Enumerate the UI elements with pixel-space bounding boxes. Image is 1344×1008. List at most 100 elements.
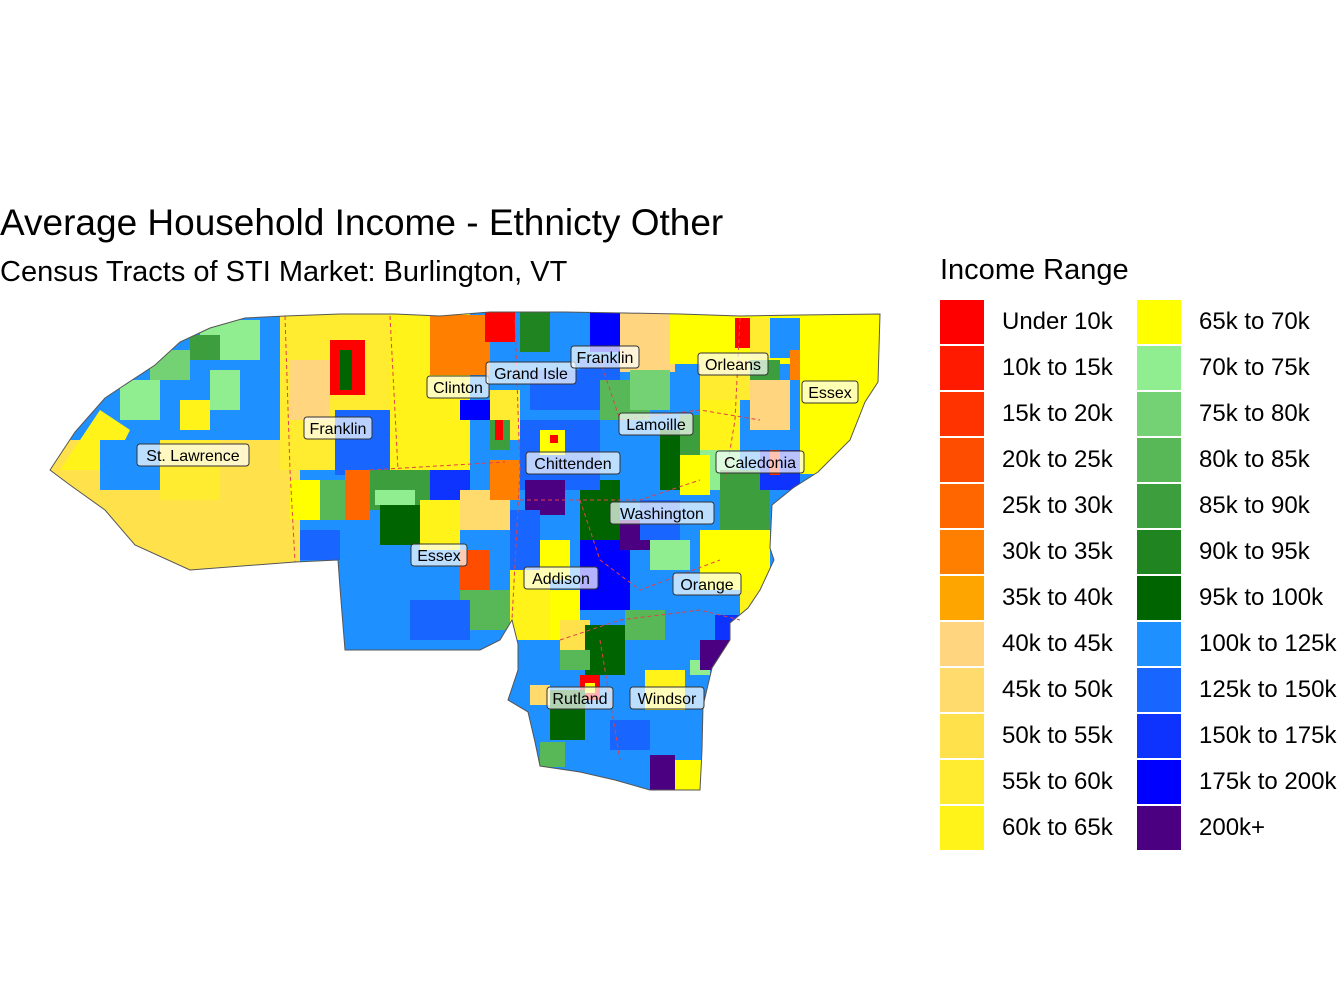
county-label: Lamoille (618, 412, 694, 436)
legend-label: 40k to 45k (1002, 630, 1113, 657)
legend-swatch (1137, 484, 1181, 528)
legend-swatch (940, 622, 984, 666)
legend-swatch (940, 392, 984, 436)
legend-item: 15k to 20k (940, 392, 1140, 438)
legend-label: 10k to 15k (1002, 354, 1113, 381)
county-label: Caledonia (715, 450, 805, 474)
legend-label: 200k+ (1199, 814, 1266, 841)
legend-label: 80k to 85k (1199, 446, 1310, 473)
legend-item: 35k to 40k (940, 576, 1140, 622)
legend-label: 90k to 95k (1199, 538, 1310, 565)
legend-swatch (940, 806, 984, 850)
county-label: Essex (801, 380, 859, 404)
county-label: Franklin (303, 416, 373, 440)
legend-label: 45k to 50k (1002, 676, 1113, 703)
legend-item: 70k to 75k (1137, 346, 1337, 392)
county-label-windsor: Windsor (638, 691, 697, 708)
legend-item: 150k to 175k (1137, 714, 1337, 760)
legend-swatch (1137, 760, 1181, 804)
legend-item: 90k to 95k (1137, 530, 1337, 576)
legend-item: 95k to 100k (1137, 576, 1337, 622)
legend-swatch (940, 714, 984, 758)
county-label-addison: Addison (532, 571, 590, 588)
legend-title: Income Range (940, 254, 1129, 286)
county-label-clinton: Clinton (433, 380, 483, 397)
legend-swatch (940, 576, 984, 620)
county-label-caledonia: Caledonia (724, 455, 796, 472)
county-label: St. Lawrence (136, 443, 250, 467)
legend-label: 30k to 35k (1002, 538, 1113, 565)
legend-label: 35k to 40k (1002, 584, 1113, 611)
legend-label: 75k to 80k (1199, 400, 1310, 427)
county-label: Grand Isle (485, 361, 577, 385)
legend-label: 175k to 200k (1199, 768, 1337, 795)
legend-label: 15k to 20k (1002, 400, 1113, 427)
legend-swatch (940, 760, 984, 804)
county-label: Addison (523, 566, 599, 590)
legend-item: 40k to 45k (940, 622, 1140, 668)
legend-swatch (1137, 806, 1181, 850)
legend-label: 60k to 65k (1002, 814, 1113, 841)
census-tract-map: St. Lawrence Franklin Clinton Grand Isle… (49, 311, 881, 791)
legend-swatch (1137, 576, 1181, 620)
legend-swatch (1137, 392, 1181, 436)
legend-item: 45k to 50k (940, 668, 1140, 714)
market-outline (49, 311, 881, 791)
county-label-essex-ny: Essex (417, 548, 461, 565)
legend-swatch (940, 346, 984, 390)
legend-item: 60k to 65k (940, 806, 1140, 852)
county-label: Clinton (426, 375, 490, 399)
legend-item: 30k to 35k (940, 530, 1140, 576)
legend-swatch (1137, 438, 1181, 482)
legend-label: 65k to 70k (1199, 308, 1310, 335)
county-labels: St. Lawrence Franklin Clinton Grand Isle… (136, 345, 859, 710)
county-label-st-lawrence: St. Lawrence (146, 448, 239, 465)
county-label: Washington (609, 501, 715, 525)
legend-label: 50k to 55k (1002, 722, 1113, 749)
legend-swatch (940, 668, 984, 712)
county-label: Orange (672, 572, 742, 596)
map-title: Average Household Income - Ethnicty Othe… (0, 202, 724, 243)
legend-item: 25k to 30k (940, 484, 1140, 530)
legend-label: 150k to 175k (1199, 722, 1337, 749)
county-label-franklin-vt: Franklin (577, 350, 634, 367)
legend-item: Under 10k (940, 300, 1140, 346)
legend-label: 55k to 60k (1002, 768, 1113, 795)
county-label: Orleans (697, 352, 769, 376)
legend-item: 175k to 200k (1137, 760, 1337, 806)
legend-item: 55k to 60k (940, 760, 1140, 806)
legend-swatch (1137, 300, 1181, 344)
legend-label: 70k to 75k (1199, 354, 1310, 381)
county-label: Essex (410, 543, 468, 567)
county-label: Rutland (546, 686, 614, 710)
legend-item: 50k to 55k (940, 714, 1140, 760)
legend-label: 100k to 125k (1199, 630, 1337, 657)
legend-item: 20k to 25k (940, 438, 1140, 484)
legend-item: 100k to 125k (1137, 622, 1337, 668)
legend-item: 125k to 150k (1137, 668, 1337, 714)
county-borders (284, 315, 761, 761)
county-label-orleans: Orleans (705, 357, 761, 374)
county-label-chittenden: Chittenden (534, 456, 611, 473)
legend-item: 85k to 90k (1137, 484, 1337, 530)
legend-swatch (940, 484, 984, 528)
county-label: Windsor (629, 686, 705, 710)
legend-swatch (1137, 346, 1181, 390)
county-label-washington: Washington (620, 506, 704, 523)
legend-swatch (940, 438, 984, 482)
map-subtitle: Census Tracts of STI Market: Burlington,… (0, 256, 568, 288)
county-label-lamoille: Lamoille (626, 417, 686, 434)
legend-swatch (1137, 714, 1181, 758)
legend-swatch (1137, 530, 1181, 574)
legend-item: 200k+ (1137, 806, 1337, 852)
legend-swatch (940, 530, 984, 574)
legend-item: 80k to 85k (1137, 438, 1337, 484)
legend-label: 85k to 90k (1199, 492, 1310, 519)
legend-swatch (1137, 668, 1181, 712)
county-label: Franklin (570, 345, 640, 369)
county-label-orange: Orange (680, 577, 733, 594)
county-label-franklin-ny: Franklin (310, 421, 367, 438)
legend-item: 75k to 80k (1137, 392, 1337, 438)
legend-swatch (940, 300, 984, 344)
income-legend: Under 10k 10k to 15k 15k to 20k 20k to 25k 2… (940, 300, 1344, 852)
